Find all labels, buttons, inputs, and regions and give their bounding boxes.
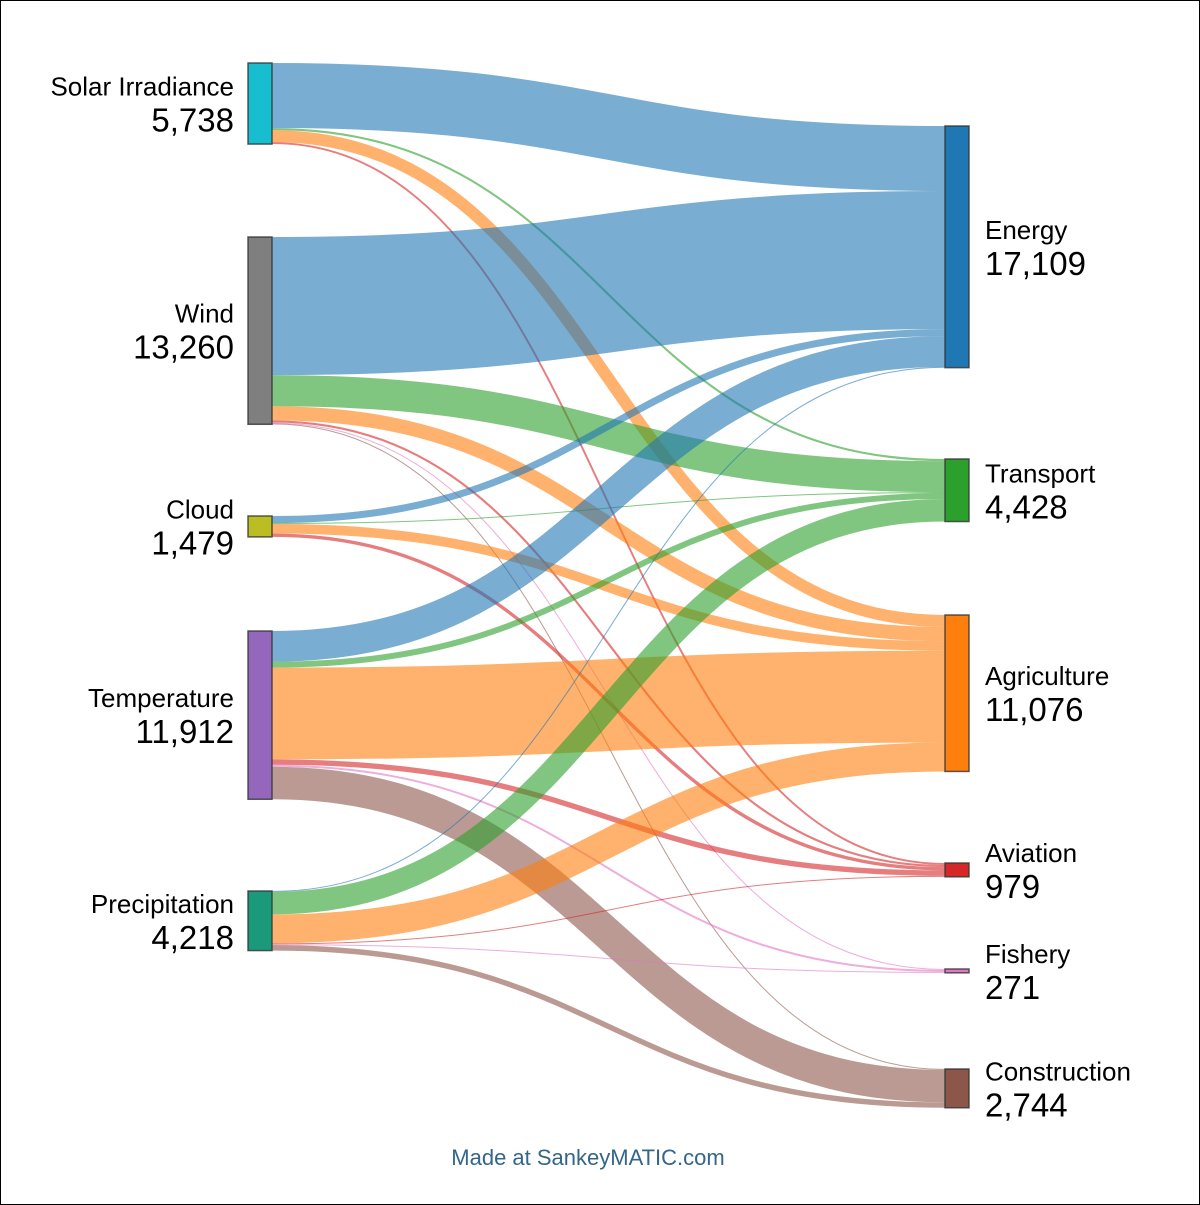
node-cloud[interactable] <box>247 515 273 538</box>
label-precipitation-value: 4,218 <box>151 919 234 956</box>
flow-solar-to-energy[interactable] <box>271 63 946 191</box>
label-wind-name: Wind <box>175 299 234 329</box>
label-energy-value: 17,109 <box>985 245 1086 282</box>
node-aviation[interactable] <box>944 862 970 878</box>
node-solar[interactable] <box>247 62 273 145</box>
label-fishery-name: Fishery <box>985 939 1070 969</box>
flow-wind-to-energy[interactable] <box>271 190 946 376</box>
node-agriculture[interactable] <box>944 614 970 773</box>
flow-cloud-to-energy[interactable] <box>271 329 946 524</box>
label-transport-name: Transport <box>985 458 1096 488</box>
label-cloud-name: Cloud <box>166 494 234 524</box>
label-fishery-value: 271 <box>985 969 1040 1006</box>
label-energy-name: Energy <box>985 215 1067 245</box>
flow-wind-to-agriculture[interactable] <box>271 406 946 642</box>
footer-credit[interactable]: Made at SankeyMATIC.com <box>451 1145 724 1170</box>
label-aviation-name: Aviation <box>985 838 1077 868</box>
flow-wind-to-transport[interactable] <box>271 375 946 493</box>
label-construction-value: 2,744 <box>985 1086 1068 1123</box>
flow-precipitation-to-transport[interactable] <box>271 498 946 915</box>
flow-solar-to-agriculture[interactable] <box>271 130 946 628</box>
flow-temperature-to-transport[interactable] <box>271 493 946 668</box>
flow-precipitation-to-fishery[interactable] <box>271 944 946 973</box>
flow-cloud-to-agriculture[interactable] <box>271 523 946 651</box>
label-agriculture-value: 11,076 <box>985 691 1083 728</box>
flow-links <box>271 63 946 1108</box>
node-construction[interactable] <box>944 1068 970 1109</box>
node-wind[interactable] <box>247 236 273 426</box>
node-energy[interactable] <box>944 125 970 369</box>
label-construction-name: Construction <box>985 1056 1131 1086</box>
flow-precipitation-to-energy[interactable] <box>271 366 946 892</box>
flow-temperature-to-aviation[interactable] <box>271 759 946 876</box>
label-wind-value: 13,260 <box>133 329 234 366</box>
label-transport-value: 4,428 <box>985 488 1068 525</box>
label-solar-name: Solar Irradiance <box>50 72 234 102</box>
flow-temperature-to-construction[interactable] <box>271 766 946 1103</box>
label-solar-value: 5,738 <box>151 102 234 139</box>
label-temperature-name: Temperature <box>88 683 234 713</box>
node-fishery[interactable] <box>944 968 970 974</box>
flow-temperature-to-fishery[interactable] <box>271 764 946 972</box>
node-precipitation[interactable] <box>247 890 273 952</box>
node-temperature[interactable] <box>247 630 273 800</box>
flow-precipitation-to-aviation[interactable] <box>271 875 946 945</box>
label-agriculture-name: Agriculture <box>985 661 1109 691</box>
nodes <box>247 62 970 1109</box>
flow-precipitation-to-construction[interactable] <box>271 945 946 1108</box>
flow-temperature-to-energy[interactable] <box>271 336 946 662</box>
node-transport[interactable] <box>944 458 970 523</box>
label-precipitation-name: Precipitation <box>91 889 234 919</box>
flow-wind-to-aviation[interactable] <box>271 420 946 868</box>
label-cloud-value: 1,479 <box>151 524 234 561</box>
label-aviation-value: 979 <box>985 868 1040 905</box>
flow-precipitation-to-agriculture[interactable] <box>271 742 946 944</box>
label-temperature-value: 11,912 <box>136 713 234 750</box>
